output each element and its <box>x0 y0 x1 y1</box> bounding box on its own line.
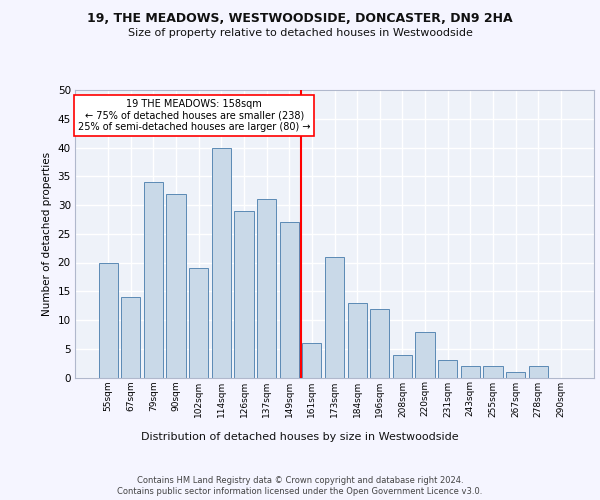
Bar <box>393 354 412 378</box>
Bar <box>461 366 480 378</box>
Bar <box>166 194 186 378</box>
Bar <box>370 308 389 378</box>
Text: 19, THE MEADOWS, WESTWOODSIDE, DONCASTER, DN9 2HA: 19, THE MEADOWS, WESTWOODSIDE, DONCASTER… <box>87 12 513 26</box>
Bar <box>189 268 208 378</box>
Text: Size of property relative to detached houses in Westwoodside: Size of property relative to detached ho… <box>128 28 472 38</box>
Bar <box>506 372 525 378</box>
Bar <box>325 257 344 378</box>
Bar <box>302 343 322 378</box>
Text: Distribution of detached houses by size in Westwoodside: Distribution of detached houses by size … <box>141 432 459 442</box>
Bar <box>144 182 163 378</box>
Text: 19 THE MEADOWS: 158sqm
← 75% of detached houses are smaller (238)
25% of semi-de: 19 THE MEADOWS: 158sqm ← 75% of detached… <box>78 98 310 132</box>
Text: Contains HM Land Registry data © Crown copyright and database right 2024.: Contains HM Land Registry data © Crown c… <box>137 476 463 485</box>
Bar <box>280 222 299 378</box>
Bar <box>235 211 254 378</box>
Bar <box>98 262 118 378</box>
Bar <box>529 366 548 378</box>
Bar <box>347 302 367 378</box>
Bar <box>415 332 434 378</box>
Bar <box>438 360 457 378</box>
Y-axis label: Number of detached properties: Number of detached properties <box>42 152 52 316</box>
Text: Contains public sector information licensed under the Open Government Licence v3: Contains public sector information licen… <box>118 488 482 496</box>
Bar <box>121 297 140 378</box>
Bar <box>483 366 503 378</box>
Bar <box>257 199 276 378</box>
Bar <box>212 148 231 378</box>
